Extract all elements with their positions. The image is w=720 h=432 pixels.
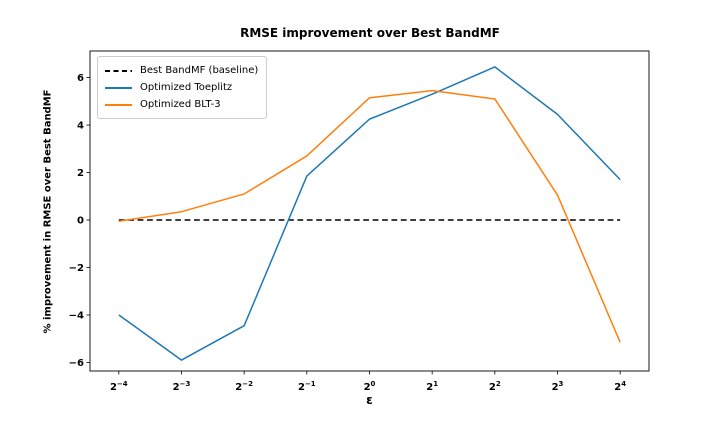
y-tick-label: 6 xyxy=(77,73,84,84)
legend-label-toeplitz: Optimized Toeplitz xyxy=(140,82,233,93)
toeplitz-line-sample-icon xyxy=(105,86,132,89)
series-line-2 xyxy=(118,89,621,343)
legend-row-toeplitz: Optimized Toeplitz xyxy=(105,79,258,96)
x-tick-label: 2−2 xyxy=(235,380,253,393)
baseline-line-sample-icon xyxy=(105,69,132,72)
chart-title: RMSE improvement over Best BandMF xyxy=(240,26,500,40)
blt3-line-sample-icon xyxy=(105,103,132,106)
y-axis-label: % improvement in RMSE over Best BandMF xyxy=(42,89,54,334)
y-tick-label: 0 xyxy=(77,216,84,227)
x-tick-label: 22 xyxy=(489,380,501,393)
legend-label-baseline: Best BandMF (baseline) xyxy=(140,65,259,76)
legend-label-blt3: Optimized BLT-3 xyxy=(140,99,221,110)
x-tick-label: 2−4 xyxy=(110,380,128,393)
legend-row-baseline: Best BandMF (baseline) xyxy=(105,62,258,79)
y-tick-label: 4 xyxy=(77,121,84,132)
series-line-1 xyxy=(118,66,621,361)
x-tick-label: 20 xyxy=(364,380,376,393)
legend: Best BandMF (baseline) Optimized Toeplit… xyxy=(97,56,268,119)
x-tick-label: 21 xyxy=(426,380,438,393)
x-tick-label: 24 xyxy=(614,380,626,393)
y-tick-label: −4 xyxy=(69,310,84,321)
legend-row-blt3: Optimized BLT-3 xyxy=(105,96,258,113)
y-tick-label: −2 xyxy=(69,263,84,274)
y-tick-label: 2 xyxy=(77,168,84,179)
x-axis-label: ε xyxy=(366,393,373,407)
x-tick-label: 2−3 xyxy=(173,380,191,393)
x-tick-label: 2−1 xyxy=(298,380,316,393)
x-tick-label: 23 xyxy=(552,380,564,393)
y-tick-label: −6 xyxy=(69,358,84,369)
